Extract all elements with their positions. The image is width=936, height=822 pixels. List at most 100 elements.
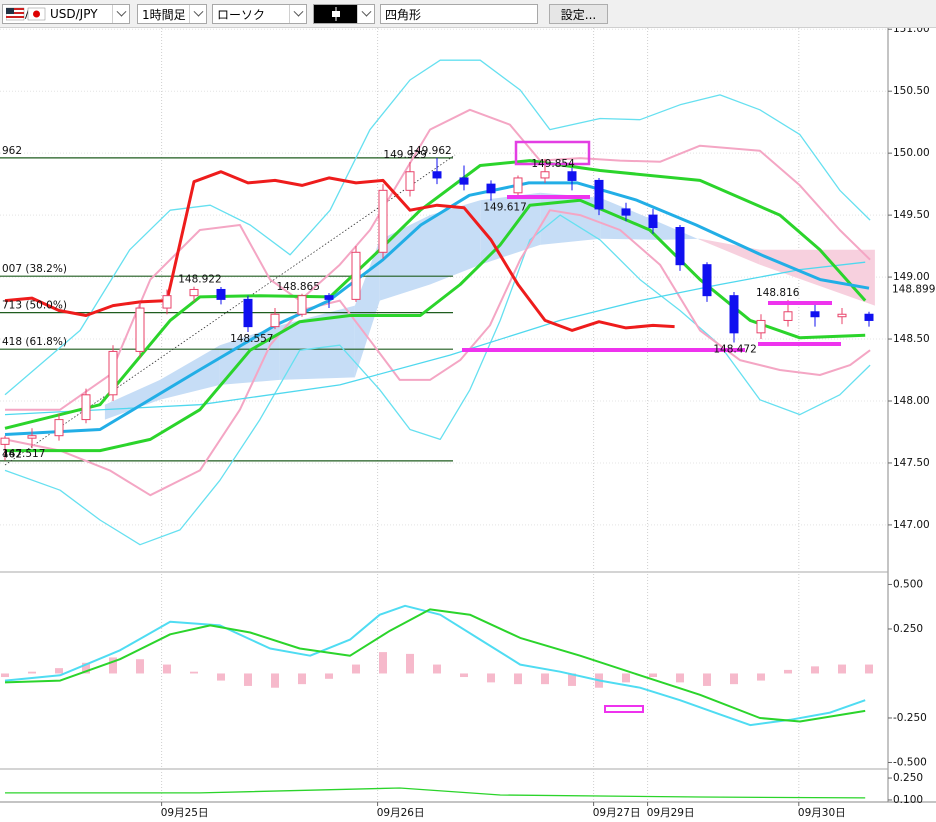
- candle-body: [675, 227, 685, 266]
- histogram-bar: [811, 666, 819, 674]
- candle-body: [54, 419, 64, 437]
- histogram-bar: [82, 662, 90, 674]
- fib-level-label: 007 (38.2%): [2, 263, 67, 275]
- drawing-tool-field[interactable]: 四角形: [380, 4, 538, 24]
- histogram-bar: [271, 673, 279, 688]
- histogram-bar: [568, 673, 576, 686]
- y-tick-label: 148.00: [893, 395, 930, 407]
- y-tick-label: 0.100: [893, 794, 923, 806]
- timeframe-text: 1時間足: [142, 7, 186, 22]
- y-tick-label: 149.50: [893, 209, 930, 221]
- x-tick-label: 09月30日: [798, 807, 846, 819]
- label-layer: 147.00 147.50 148.00 148.50 149.00 149.50 150.…: [2, 23, 935, 819]
- candle-body: [702, 264, 712, 297]
- y-tick-label: 150.50: [893, 85, 930, 97]
- dropdown-arrow: [189, 5, 206, 23]
- histogram-bar: [460, 673, 468, 678]
- settings-button[interactable]: 設定...: [549, 4, 608, 24]
- fib-level-label: 962: [2, 145, 22, 157]
- x-tick-label: 09月29日: [647, 807, 695, 819]
- cloud-segment: [160, 345, 220, 400]
- low-price-label: 149.617: [483, 202, 526, 214]
- plot-layer: [0, 59, 874, 799]
- high-price-label: 149.962: [408, 145, 451, 157]
- candle-body: [864, 313, 874, 321]
- indicator-line: [4, 608, 866, 723]
- line-style-swatch: [314, 5, 358, 23]
- indicator-line: [4, 604, 866, 727]
- candle-body: [621, 208, 631, 216]
- histogram-bar: [541, 673, 549, 685]
- y-tick-label: 0.250: [893, 623, 923, 635]
- candle-body: [108, 350, 118, 396]
- low-price-label: 148.557: [230, 333, 273, 345]
- indicator-line: [4, 261, 866, 416]
- histogram-bar: [865, 664, 873, 674]
- chart-type-select[interactable]: ローソク: [212, 4, 307, 24]
- settings-button-text: 設定...: [560, 7, 597, 22]
- y-tick-label: 149.00: [893, 271, 930, 283]
- cloud-segment: [700, 238, 760, 265]
- candle-body: [162, 295, 172, 309]
- candle-body: [648, 214, 658, 229]
- y-tick-label: -0.500: [893, 756, 927, 768]
- candle-body: [324, 295, 334, 300]
- histogram-bar: [433, 664, 441, 674]
- indicator-line: [4, 214, 871, 546]
- fib-level-label: 147.517: [2, 448, 45, 460]
- y-tick-label: 0.500: [893, 578, 923, 590]
- y-tick-label: 0.250: [893, 772, 923, 784]
- candle-body: [756, 319, 766, 334]
- candle-body: [297, 295, 307, 315]
- candle-body: [378, 189, 388, 253]
- timeframe-select[interactable]: 1時間足: [137, 4, 207, 24]
- low-price-label: 148.472: [713, 344, 756, 356]
- cloud-segment: [430, 200, 481, 285]
- indicator-line: [5, 108, 871, 411]
- candle-body: [405, 171, 415, 191]
- high-price-label: 148.922: [178, 274, 221, 286]
- candle-body: [567, 171, 577, 181]
- histogram-bar: [514, 673, 522, 685]
- histogram-bar: [784, 669, 792, 674]
- histogram-bar: [163, 664, 171, 674]
- histogram-bar: [703, 673, 711, 686]
- candle-body: [459, 177, 469, 185]
- line-style-select[interactable]: [313, 4, 375, 24]
- drawn-rectangle: [604, 705, 644, 713]
- candle-body: [729, 295, 739, 334]
- high-price-label: 148.865: [277, 281, 320, 293]
- candle-body: [81, 394, 91, 421]
- candle-body: [486, 183, 496, 194]
- histogram-bar: [676, 673, 684, 683]
- histogram-bar: [379, 652, 387, 674]
- dropdown-arrow: [112, 5, 129, 23]
- y-tick-label: 147.50: [893, 457, 930, 469]
- symbol-select[interactable]: / USD/JPY: [2, 4, 130, 24]
- candle-body: [189, 288, 199, 297]
- side-label: 462: [2, 448, 22, 460]
- histogram-bar: [730, 673, 738, 685]
- indicator-line: [4, 209, 871, 497]
- histogram-bar: [487, 673, 495, 683]
- candle-body: [27, 435, 37, 439]
- toolbar: / USD/JPY 1時間足 ローソク 四角形 設定...: [0, 0, 936, 28]
- histogram-bar: [190, 671, 198, 674]
- histogram-bar: [136, 659, 144, 674]
- axis-background: [888, 28, 936, 822]
- high-price-label: 148.816: [756, 287, 800, 299]
- fib-level-label: 418 (61.8%): [2, 336, 67, 348]
- histogram-bar: [649, 673, 657, 678]
- y-tick-label: 150.00: [893, 147, 930, 159]
- candle-body: [432, 171, 442, 179]
- indicator-line: [4, 181, 870, 436]
- x-tick-label: 09月25日: [161, 807, 209, 819]
- x-tick-label: 09月27日: [593, 807, 641, 819]
- line-style-icon: [332, 7, 340, 21]
- histogram-bar: [28, 671, 36, 674]
- y-tick-label: -0.250: [893, 712, 927, 724]
- current-price-label: 148.899: [892, 284, 935, 296]
- candle-body: [351, 251, 361, 300]
- histogram-bar: [352, 664, 360, 674]
